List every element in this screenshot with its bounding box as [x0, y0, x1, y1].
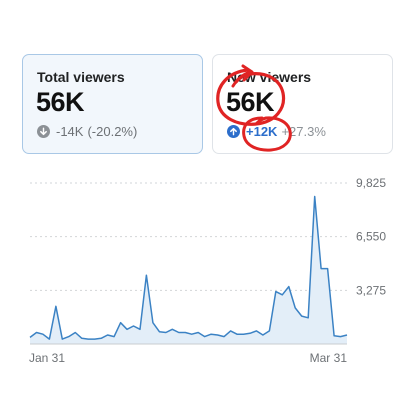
arrow-up-icon — [227, 125, 240, 138]
new-viewers-delta: +12K — [246, 124, 278, 139]
total-viewers-change: -14K (-20.2%) — [37, 124, 137, 139]
total-viewers-percent: (-20.2%) — [87, 124, 138, 139]
new-viewers-percent: +27.3% — [281, 124, 326, 139]
total-viewers-title: Total viewers — [37, 69, 125, 85]
new-viewers-value: 56K — [226, 87, 275, 117]
chart-area-fill — [30, 196, 347, 344]
total-viewers-delta: -14K — [56, 124, 84, 139]
new-viewers-title: New viewers — [227, 69, 312, 85]
y-tick-label: 3,275 — [356, 283, 386, 297]
chart-series-line — [29, 195, 348, 340]
total-viewers-value: 56K — [36, 87, 85, 117]
y-tick-label: 9,825 — [356, 176, 386, 190]
new-viewers-card[interactable]: New viewers 56K +12K +27.3% — [212, 54, 393, 154]
y-tick-label: 6,550 — [356, 230, 386, 244]
x-tick-label: Mar 31 — [310, 351, 348, 365]
arrow-down-icon — [37, 125, 50, 138]
new-viewers-change: +12K +27.3% — [227, 124, 326, 139]
total-viewers-card[interactable]: Total viewers 56K -14K (-20.2%) — [22, 54, 203, 154]
x-tick-label: Jan 31 — [29, 351, 65, 365]
